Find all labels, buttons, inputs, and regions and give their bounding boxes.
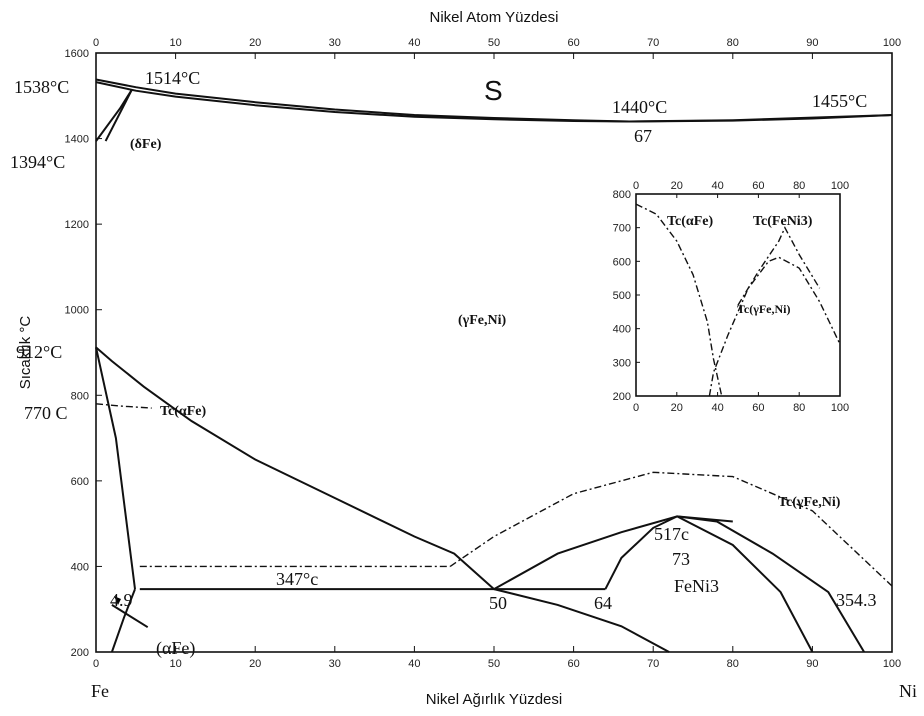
top-tick-label: 80 (727, 37, 739, 49)
alpha-fe-arrowhead (114, 596, 121, 605)
x-tick-label: 90 (806, 658, 818, 670)
dashed-curve (95, 403, 152, 409)
x-tick-label: 70 (647, 658, 659, 670)
inset-chart: 0 0 20 20 40 40 60 60 80 80 100 100 200 300 400 500 600 7… (613, 180, 850, 414)
x-axis-title: Nikel Ağırlık Yüzdesi (426, 691, 562, 708)
liquid-label: S (484, 75, 503, 106)
inset-x-tick-label: 80 (793, 402, 805, 414)
tc-alpha-label: Tc(αFe) (160, 404, 207, 419)
x-tick-label: 0 (93, 658, 99, 670)
top-tick-label: 50 (488, 37, 500, 49)
phase-boundary (493, 588, 670, 653)
top-axis-title: Nikel Atom Yüzdesi (430, 9, 559, 26)
dashed-curve (449, 471, 893, 587)
inset-curve (708, 256, 841, 397)
alpha-fe-arrow (111, 604, 149, 629)
inset-top-tick-label: 40 (711, 180, 723, 192)
alpha-fe-label: (αFe) (156, 638, 195, 659)
label-50: 50 (489, 593, 507, 613)
phase-boundary (95, 346, 495, 590)
inset-x-tick-label: 60 (752, 402, 764, 414)
inset-y-tick-label: 500 (613, 290, 631, 302)
inset-curve (635, 203, 723, 397)
inset-x-tick-label: 20 (671, 402, 683, 414)
top-tick-label: 100 (883, 37, 901, 49)
inset-top-tick-label: 20 (671, 180, 683, 192)
feni3-label: FeNi3 (674, 576, 719, 596)
label-73: 73 (672, 549, 690, 569)
x-tick-label: 30 (329, 658, 341, 670)
label-517: 517c (654, 524, 689, 544)
top-tick-label: 30 (329, 37, 341, 49)
fe-corner-label: Fe (91, 681, 109, 701)
inset-top-tick-label: 80 (793, 180, 805, 192)
x-tick-label: 100 (883, 658, 901, 670)
label-1538: 1538°C (14, 77, 69, 97)
main-chart: 0 10 20 30 40 50 60 70 80 90 1000 10 20 30 40 50 60 70 80 9… (10, 9, 917, 708)
y-tick-label: 1400 (65, 134, 89, 146)
label-912: 912°C (16, 342, 62, 362)
gamma-fe-ni-label: (γFe,Ni) (458, 313, 506, 328)
x-tick-label: 80 (727, 658, 739, 670)
inset-y-tick-label: 400 (613, 324, 631, 336)
inset-x-tick-label: 100 (831, 402, 849, 414)
inset-top-tick-label: 100 (831, 180, 849, 192)
y-tick-label: 1000 (65, 305, 89, 317)
x-tick-label: 10 (169, 658, 181, 670)
y-tick-label: 800 (71, 390, 89, 402)
inset-y-tick-label: 700 (613, 223, 631, 235)
phase-boundary (95, 81, 893, 123)
label-1394: 1394°C (10, 152, 65, 172)
phase-boundary (110, 588, 136, 653)
phase-boundary (95, 347, 136, 590)
label-354-3: 354.3 (836, 590, 877, 610)
label-1514: 1514°C (145, 68, 200, 88)
y-tick-label: 400 (71, 561, 89, 573)
label-770: 770 C (24, 403, 68, 423)
y-tick-label: 200 (71, 647, 89, 659)
phase-boundary (104, 89, 133, 142)
phase-boundary (95, 89, 133, 142)
y-axis-title: Sıcaklık °C (17, 316, 34, 390)
x-tick-label: 40 (408, 658, 420, 670)
inset-y-tick-label: 800 (613, 189, 631, 201)
inset-y-tick-label: 600 (613, 256, 631, 268)
inset-x-tick-label: 0 (633, 402, 639, 414)
label-67: 67 (634, 126, 652, 146)
top-tick-label: 20 (249, 37, 261, 49)
y-tick-label: 600 (71, 476, 89, 488)
top-tick-label: 40 (408, 37, 420, 49)
top-tick-label: 0 (93, 37, 99, 49)
label-64: 64 (594, 593, 612, 613)
top-tick-label: 70 (647, 37, 659, 49)
delta-fe-label: (δFe) (130, 137, 162, 152)
phase-boundary (676, 515, 814, 653)
label-347: 347°c (276, 569, 318, 589)
top-tick-label: 10 (169, 37, 181, 49)
x-tick-label: 20 (249, 658, 261, 670)
label-4-9: 4.9 (110, 590, 133, 610)
inset-tc-alpha-label: Tc(αFe) (667, 214, 714, 229)
inset-top-tick-label: 0 (633, 180, 639, 192)
inset-tc-feni3-label: Tc(FeNi3) (753, 214, 813, 229)
label-1455: 1455°C (812, 91, 867, 111)
x-tick-label: 50 (488, 658, 500, 670)
inset-x-tick-label: 40 (711, 402, 723, 414)
top-tick-label: 60 (567, 37, 579, 49)
inset-tc-gamma-label: Tc(γFe,Ni) (737, 302, 791, 316)
inset-curve (737, 226, 821, 306)
y-tick-label: 1200 (65, 219, 89, 231)
phase-boundary (604, 515, 865, 653)
label-1440: 1440°C (612, 97, 667, 117)
inset-y-tick-label: 300 (613, 357, 631, 369)
y-tick-label: 1600 (65, 48, 89, 60)
top-tick-label: 90 (806, 37, 818, 49)
inset-y-tick-label: 200 (613, 391, 631, 403)
ni-corner-label: Ni (899, 681, 917, 701)
x-tick-label: 60 (567, 658, 579, 670)
plot-frame (95, 52, 893, 653)
tc-gamma-label: Tc(γFe,Ni) (778, 495, 841, 510)
inset-top-tick-label: 60 (752, 180, 764, 192)
